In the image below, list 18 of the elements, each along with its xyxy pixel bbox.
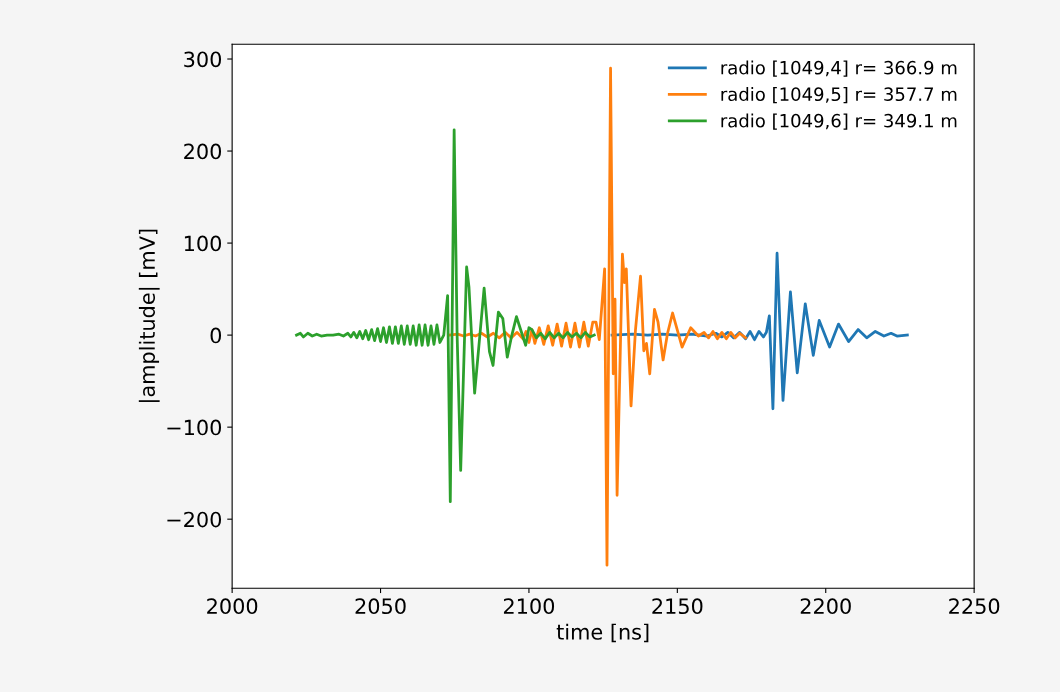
- y-tick-label: −200: [167, 511, 222, 528]
- y-tick-label: 200: [184, 143, 222, 160]
- x-tick-label: 2200: [800, 598, 851, 615]
- x-tick-label: 2250: [949, 598, 1000, 615]
- legend-label: radio [1049,4] r= 366.9 m: [721, 60, 957, 77]
- x-tick-label: 2100: [503, 598, 555, 615]
- y-tick-label: 0: [210, 327, 222, 344]
- y-tick-label: 300: [184, 51, 222, 68]
- y-tick-label: −100: [167, 419, 222, 436]
- x-axis-title: time [ns]: [556, 623, 649, 643]
- y-tick-label: 100: [184, 235, 222, 252]
- legend-label: radio [1049,6] r= 349.1 m: [721, 113, 957, 130]
- y-axis-title: |amplitude| [mV]: [138, 229, 160, 402]
- line-series: [295, 128, 596, 504]
- x-tick-label: 2150: [652, 598, 703, 615]
- x-tick-label: 2050: [355, 598, 406, 615]
- x-tick-label: 2000: [207, 598, 258, 615]
- legend-label: radio [1049,5] r= 357.7 m: [721, 87, 957, 104]
